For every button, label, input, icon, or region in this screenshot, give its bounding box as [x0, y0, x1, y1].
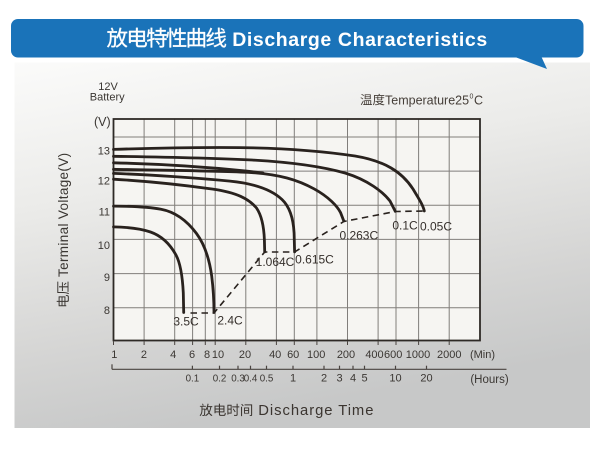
svg-text:400: 400: [365, 349, 383, 361]
svg-text:0.1C: 0.1C: [392, 218, 418, 232]
svg-text:8: 8: [104, 305, 110, 317]
svg-text:0.4: 0.4: [244, 374, 258, 385]
svg-text:2.4C: 2.4C: [217, 313, 243, 327]
svg-text:0.263C: 0.263C: [339, 228, 378, 242]
svg-text:4: 4: [350, 373, 356, 385]
svg-text:Temperature25: Temperature25: [385, 93, 469, 107]
svg-text:0: 0: [470, 93, 474, 100]
svg-text:12: 12: [98, 175, 110, 187]
svg-text:2: 2: [321, 373, 327, 385]
svg-text:0.5: 0.5: [260, 374, 274, 385]
svg-text:6: 6: [189, 349, 195, 361]
svg-text:0.3: 0.3: [231, 374, 245, 385]
svg-text:11: 11: [99, 206, 110, 218]
svg-text:20: 20: [239, 349, 251, 361]
svg-text:600: 600: [384, 349, 402, 361]
svg-text:0.2: 0.2: [213, 374, 227, 385]
svg-text:200: 200: [337, 349, 355, 361]
svg-text:(V): (V): [94, 115, 111, 129]
svg-text:1: 1: [111, 349, 117, 361]
svg-text:4: 4: [170, 349, 176, 361]
svg-text:3: 3: [336, 373, 342, 385]
svg-text:40: 40: [269, 349, 281, 361]
svg-text:12V: 12V: [98, 81, 118, 93]
svg-text:C: C: [474, 93, 483, 107]
svg-text:2: 2: [141, 349, 147, 361]
svg-text:2000: 2000: [437, 349, 461, 361]
svg-text:1000: 1000: [406, 349, 430, 361]
svg-text:Discharge Time: Discharge Time: [258, 403, 374, 419]
svg-text:9: 9: [104, 272, 110, 284]
svg-text:(Min): (Min): [470, 349, 495, 361]
svg-text:Discharge Characteristics: Discharge Characteristics: [232, 29, 488, 51]
svg-text:Battery: Battery: [90, 92, 125, 104]
svg-text:0.615C: 0.615C: [295, 252, 334, 266]
svg-text:20: 20: [420, 373, 432, 385]
svg-text:8: 8: [204, 349, 210, 361]
svg-text:Terminal Voltage(V): Terminal Voltage(V): [56, 153, 71, 277]
svg-text:10: 10: [389, 373, 401, 385]
svg-text:(Hours): (Hours): [470, 374, 509, 386]
svg-text:0.05C: 0.05C: [420, 220, 452, 234]
svg-text:10: 10: [212, 349, 224, 361]
svg-text:1: 1: [290, 373, 296, 385]
svg-text:10: 10: [98, 240, 110, 252]
svg-text:100: 100: [307, 349, 325, 361]
svg-text:5: 5: [361, 373, 367, 385]
svg-text:13: 13: [98, 145, 110, 157]
svg-text:0.1: 0.1: [186, 374, 200, 385]
svg-text:60: 60: [287, 349, 299, 361]
svg-text:1.064C: 1.064C: [256, 255, 295, 269]
svg-text:3.5C: 3.5C: [173, 314, 199, 328]
